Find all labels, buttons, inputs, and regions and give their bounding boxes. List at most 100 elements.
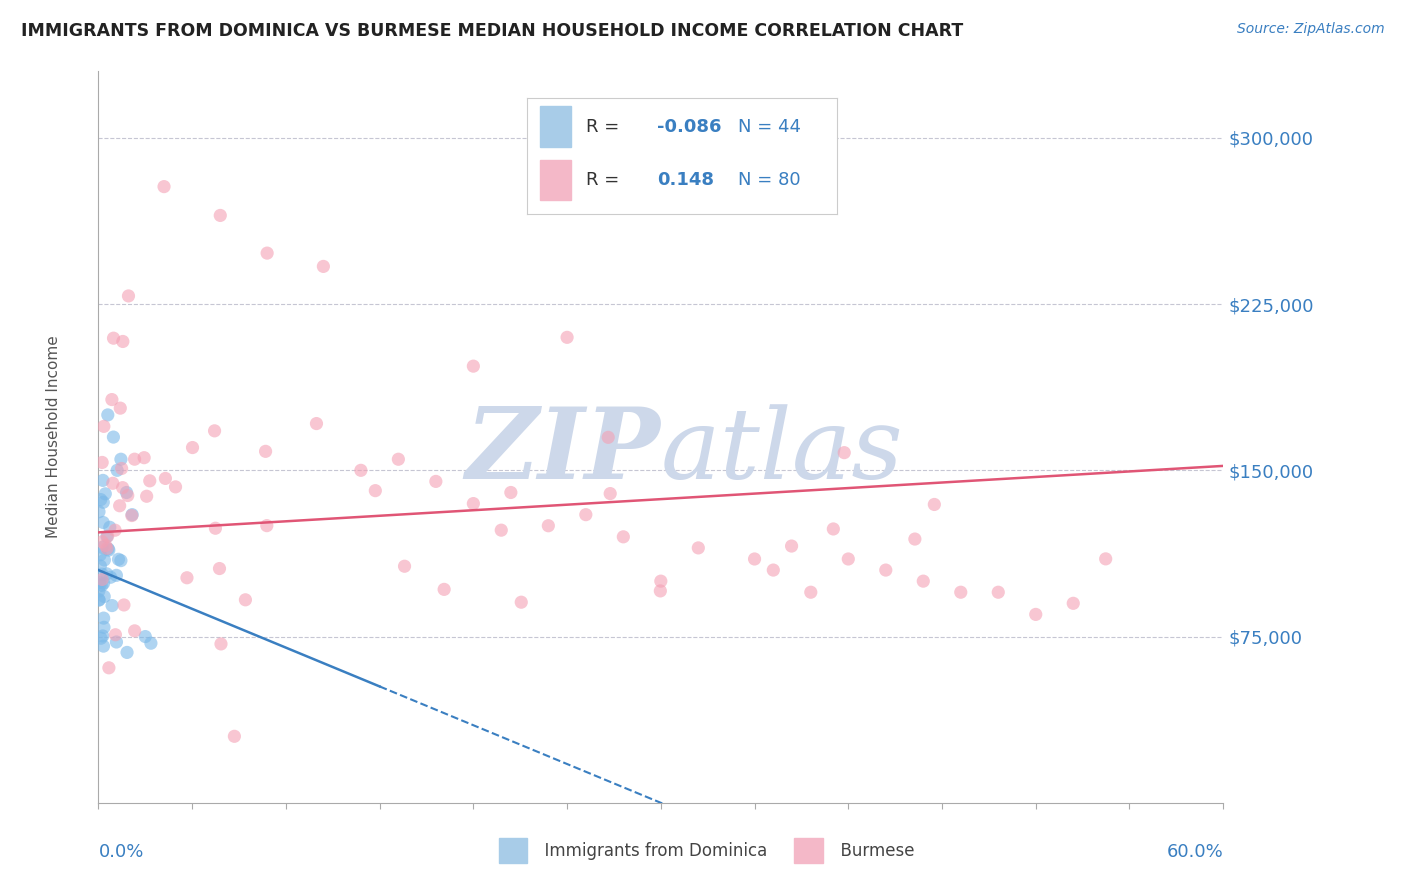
Point <box>93 553 115 567</box>
Point <box>93 620 115 634</box>
Point <box>463 497 485 511</box>
Bar <box>540 106 571 147</box>
Point <box>89 575 111 590</box>
Text: -0.086: -0.086 <box>657 118 721 136</box>
Point <box>780 539 803 553</box>
Text: N = 80: N = 80 <box>738 171 800 189</box>
Point <box>89 559 111 574</box>
Point <box>101 599 124 613</box>
Point <box>94 538 117 552</box>
Point <box>254 444 277 458</box>
Point <box>256 246 278 260</box>
Point <box>949 585 972 599</box>
Point <box>97 543 120 558</box>
Point <box>96 529 118 543</box>
Point <box>762 563 785 577</box>
Point <box>612 530 634 544</box>
Point <box>90 492 112 507</box>
Point <box>91 541 114 555</box>
Point <box>115 645 138 659</box>
Point <box>91 534 114 549</box>
Point <box>510 595 533 609</box>
Point <box>744 552 766 566</box>
Point <box>139 636 162 650</box>
Point <box>91 495 114 509</box>
Point <box>650 583 672 598</box>
Point <box>111 481 134 495</box>
Point <box>537 518 560 533</box>
Text: R =: R = <box>586 171 619 189</box>
Text: ZIP: ZIP <box>465 403 661 500</box>
Text: R =: R = <box>586 118 619 136</box>
Point <box>110 401 132 416</box>
Point <box>1062 596 1084 610</box>
Point <box>105 568 128 582</box>
Point <box>93 419 115 434</box>
Point <box>87 592 110 607</box>
Point <box>204 424 226 438</box>
Point <box>103 331 125 345</box>
Point <box>104 628 127 642</box>
Point <box>575 508 598 522</box>
Point <box>87 593 110 607</box>
Point <box>256 518 278 533</box>
Text: 0.0%: 0.0% <box>98 843 143 861</box>
Point <box>134 450 156 465</box>
Point <box>90 632 112 646</box>
Point <box>121 508 143 523</box>
Point <box>139 474 162 488</box>
Point <box>155 471 177 485</box>
Point <box>91 629 114 643</box>
Point <box>499 485 522 500</box>
Point <box>101 392 124 407</box>
Point <box>96 566 118 581</box>
Text: Source: ZipAtlas.com: Source: ZipAtlas.com <box>1237 22 1385 37</box>
Point <box>100 570 122 584</box>
Point <box>204 521 226 535</box>
Point <box>107 552 129 566</box>
Point <box>96 541 118 556</box>
Point <box>115 485 138 500</box>
Point <box>800 585 823 599</box>
Point <box>89 548 111 562</box>
Point <box>93 611 115 625</box>
Point <box>433 582 456 597</box>
Point <box>87 505 110 519</box>
Point <box>904 532 927 546</box>
Point <box>105 463 128 477</box>
Point <box>117 289 139 303</box>
Point <box>387 452 409 467</box>
Text: N = 44: N = 44 <box>738 118 800 136</box>
Point <box>110 461 132 475</box>
Text: 0.148: 0.148 <box>657 171 714 189</box>
Point <box>98 520 121 534</box>
Point <box>1094 552 1116 566</box>
Point <box>93 639 115 653</box>
Bar <box>540 160 571 200</box>
Point <box>181 441 204 455</box>
Point <box>90 567 112 582</box>
Point <box>153 179 176 194</box>
Point <box>110 553 132 567</box>
Point <box>97 529 120 543</box>
Point <box>105 635 128 649</box>
Point <box>394 559 416 574</box>
Point <box>111 334 134 349</box>
Point <box>463 359 485 373</box>
Point <box>987 585 1010 599</box>
Point <box>91 455 114 469</box>
Point <box>110 452 132 467</box>
Point <box>1025 607 1047 622</box>
Point <box>599 486 621 500</box>
Point <box>108 499 131 513</box>
Point <box>875 563 897 577</box>
Point <box>425 475 447 489</box>
Point <box>209 637 232 651</box>
Point <box>89 578 111 592</box>
Text: atlas: atlas <box>661 404 904 500</box>
Text: Burmese: Burmese <box>830 842 914 860</box>
Point <box>121 508 143 522</box>
Point <box>224 729 246 743</box>
Point <box>117 489 139 503</box>
Point <box>93 576 115 591</box>
